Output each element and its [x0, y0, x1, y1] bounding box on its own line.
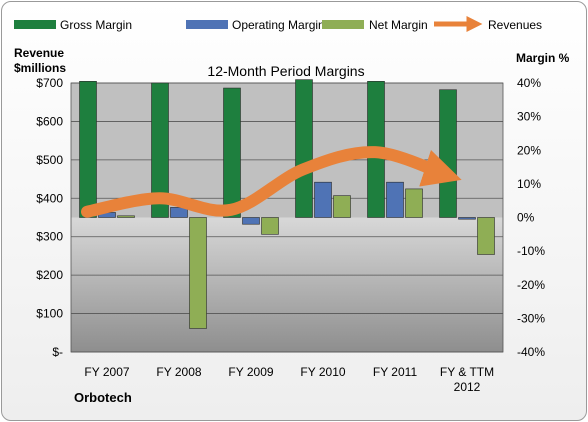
- right-tick-label: 0%: [517, 211, 535, 225]
- right-tick-label: 20%: [517, 143, 541, 157]
- x-tick-label: FY 2008: [156, 365, 201, 379]
- right-tick-label: -10%: [517, 244, 545, 258]
- legend-label-operating-margin: Operating Margin: [232, 18, 325, 32]
- left-tick-label: $400: [36, 191, 63, 205]
- legend-label-net-margin: Net Margin: [369, 18, 428, 32]
- legend-swatch-gross-margin: [14, 20, 56, 29]
- bar-net-margin: [189, 217, 207, 329]
- bar-net-margin: [477, 217, 495, 255]
- bar-net-margin: [261, 217, 279, 235]
- revenues-line: [81, 146, 462, 218]
- plot-area: $- $100 $200 $300 $400 $500 $600 $700 -40% -30% -2…: [36, 76, 545, 394]
- legend-swatch-operating-margin: [186, 20, 228, 29]
- right-tick-label: -30%: [517, 311, 545, 325]
- left-axis-title-line1: Revenue: [14, 46, 64, 60]
- right-tick-label: 30%: [517, 110, 541, 124]
- left-tick-label: $100: [36, 307, 63, 321]
- bar-gross-margin: [79, 81, 97, 218]
- bar-gross-margin: [439, 89, 457, 218]
- left-axis-title-line2: $millions: [14, 61, 66, 75]
- right-tick-label: 10%: [517, 177, 541, 191]
- bar-net-margin: [117, 215, 135, 218]
- right-tick-label: -20%: [517, 278, 545, 292]
- x-tick-label: FY 2010: [300, 365, 345, 379]
- bar-operating-margin: [458, 217, 476, 220]
- left-tick-label: $300: [36, 230, 63, 244]
- company-label: Orbotech: [74, 390, 132, 405]
- legend-label-gross-margin: Gross Margin: [60, 18, 132, 32]
- bar-operating-margin: [242, 217, 260, 225]
- plot-border: [70, 82, 504, 353]
- bar-gross-margin: [151, 82, 169, 218]
- x-tick-label: FY 2011: [373, 365, 418, 379]
- left-tick-label: $600: [36, 114, 63, 128]
- legend: Gross Margin Operating Margin Net Margin…: [14, 15, 542, 33]
- left-tick-label: $500: [36, 153, 63, 167]
- x-tick-label: FY & TTM: [440, 365, 494, 379]
- legend-swatch-net-margin: [322, 20, 364, 29]
- chart-title: 12-Month Period Margins: [207, 63, 364, 79]
- bar-gross-margin: [223, 87, 241, 218]
- right-tick-label: -40%: [517, 345, 545, 359]
- right-tick-label: 40%: [517, 76, 541, 90]
- bar-net-margin: [405, 188, 423, 218]
- plot-background-lower: [71, 217, 503, 352]
- legend-label-revenues: Revenues: [488, 18, 542, 32]
- left-tick-label: $200: [36, 268, 63, 282]
- bar-gross-margin: [295, 79, 313, 218]
- left-tick-label: $-: [52, 345, 63, 359]
- x-tick-label: FY 2007: [84, 365, 129, 379]
- bar-operating-margin: [314, 181, 332, 218]
- bar-net-margin: [333, 195, 351, 218]
- x-tick-label: FY 2009: [228, 365, 273, 379]
- left-tick-label: $700: [36, 76, 63, 90]
- right-axis-title: Margin %: [516, 51, 570, 65]
- bar-operating-margin: [386, 181, 404, 218]
- x-tick-label: 2012: [454, 380, 481, 394]
